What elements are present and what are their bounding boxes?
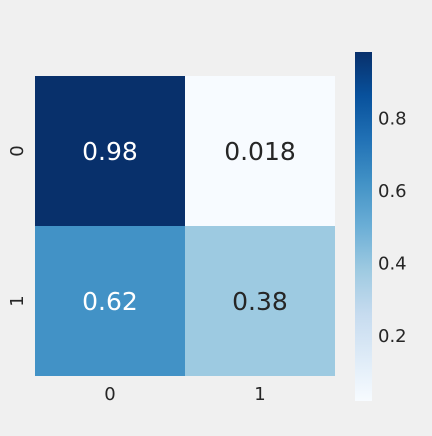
heatmap-cell-0-0 xyxy=(35,76,185,226)
cell-labels: 0.98 0.018 0.62 0.38 xyxy=(82,137,296,316)
colorbar-tick-label-3: 0.8 xyxy=(378,108,407,129)
colorbar xyxy=(355,52,372,401)
colorbar-tick-label-1: 0.4 xyxy=(378,253,407,274)
cell-label-1-1: 0.38 xyxy=(232,287,288,316)
heatmap-cells xyxy=(35,76,335,376)
heatmap-cell-1-0 xyxy=(35,226,185,376)
colorbar-ticks: 0.2 0.4 0.6 0.8 xyxy=(378,108,407,347)
heatmap-cell-0-1 xyxy=(185,76,335,226)
y-axis-ticks: 01 xyxy=(7,145,28,306)
cell-label-0-0: 0.98 xyxy=(82,137,138,166)
y-tick-label-1: 1 xyxy=(7,295,28,306)
colorbar-tick-label-2: 0.6 xyxy=(378,181,407,202)
heatmap-cell-1-1 xyxy=(185,226,335,376)
x-tick-label-1: 1 xyxy=(254,384,265,405)
y-tick-label-0: 0 xyxy=(7,145,28,156)
cell-label-1-0: 0.62 xyxy=(82,287,138,316)
cell-label-0-1: 0.018 xyxy=(224,137,296,166)
colorbar-tick-label-0: 0.2 xyxy=(378,326,407,347)
x-tick-label-0: 0 xyxy=(104,384,115,405)
